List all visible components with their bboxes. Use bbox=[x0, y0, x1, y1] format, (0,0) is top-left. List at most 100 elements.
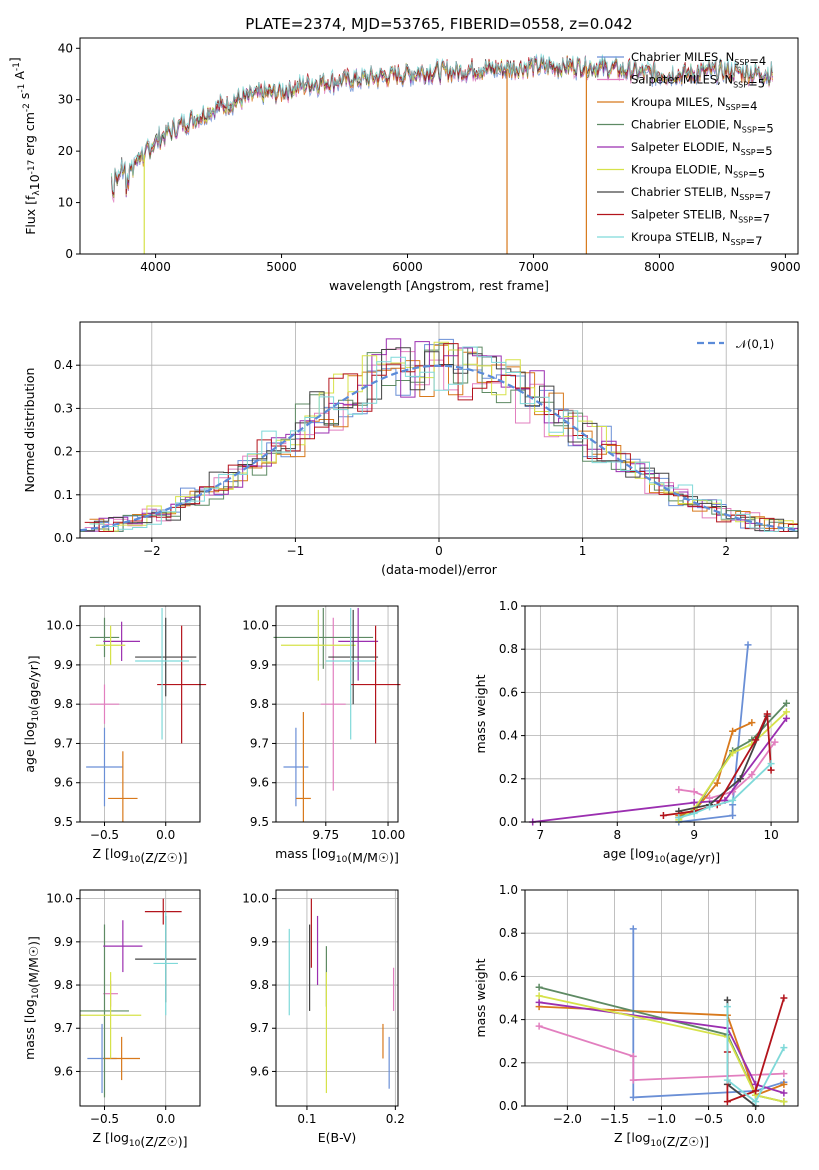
y-tick-label: 10.0 bbox=[242, 892, 269, 906]
weight-point-marker bbox=[748, 719, 756, 727]
y-tick-label: 30 bbox=[58, 93, 73, 107]
z-mass-marks bbox=[80, 898, 197, 1098]
y-tick-label: 10.0 bbox=[46, 619, 73, 633]
x-tick-label: 9.75 bbox=[312, 828, 339, 842]
x-tick-label: 2 bbox=[722, 544, 730, 558]
weight-point-marker bbox=[782, 714, 790, 722]
y-tick-label: 9.5 bbox=[54, 815, 73, 829]
y-tick-label: 10.0 bbox=[242, 619, 269, 633]
weight-series-line bbox=[726, 1006, 785, 1104]
y-tick-label: 9.8 bbox=[54, 978, 73, 992]
y-tick-label: 40 bbox=[58, 41, 73, 55]
y-tick-label: 10.0 bbox=[46, 892, 73, 906]
plot-frame bbox=[275, 605, 399, 823]
weight-point-marker bbox=[706, 794, 714, 802]
x-tick-label: 0.2 bbox=[386, 1112, 405, 1126]
histogram-series bbox=[89, 341, 798, 532]
legend-label: Salpeter ELODIE, NSSP=5 bbox=[631, 140, 773, 158]
weight-point-marker bbox=[780, 1044, 788, 1052]
y-tick-label: 0.4 bbox=[499, 729, 518, 743]
weight-series-line bbox=[538, 994, 785, 1103]
y-tick-label: 0.6 bbox=[499, 969, 518, 983]
x-axis-label: Z [log10(Z/Z☉)] bbox=[92, 1130, 187, 1149]
legend-label: Kroupa STELIB, NSSP=7 bbox=[631, 230, 762, 248]
z-age-chart: −0.5 0.0 9.5 9.6 9.7 9.8 9.9 10.0 Z [log10(Z/Z☉)… bbox=[22, 605, 207, 865]
x-tick-label: 8000 bbox=[644, 260, 675, 274]
plot-frame bbox=[79, 605, 201, 823]
x-tick-label: −0.5 bbox=[694, 1112, 723, 1126]
weight-point-marker bbox=[780, 1098, 788, 1106]
histogram-series bbox=[84, 343, 798, 532]
weight-point-marker bbox=[752, 736, 760, 744]
x-axis-label: wavelength [Angstrom, rest frame] bbox=[329, 278, 549, 293]
x-tick-label: 0.0 bbox=[746, 1112, 765, 1126]
y-tick-label: 0.8 bbox=[499, 926, 518, 940]
y-tick-label: 9.8 bbox=[250, 978, 269, 992]
z-age-marks bbox=[86, 607, 207, 822]
y-tick-label: 9.7 bbox=[54, 1021, 73, 1035]
weight-point-marker bbox=[767, 766, 775, 774]
x-tick-label: −1.5 bbox=[600, 1112, 629, 1126]
x-axis-label: mass [log10(M/M☉)] bbox=[275, 846, 399, 865]
y-tick-label: 9.9 bbox=[54, 658, 73, 672]
y-tick-label: 9.6 bbox=[54, 776, 73, 790]
legend-label: 𝒩(0,1) bbox=[736, 337, 774, 351]
spectrum-series-line bbox=[111, 53, 773, 193]
x-tick-label: 9 bbox=[690, 828, 698, 842]
y-tick-label: 0.3 bbox=[54, 401, 73, 415]
chart-title: PLATE=2374, MJD=53765, FIBERID=0558, z=0… bbox=[245, 15, 632, 33]
x-tick-label: 10.00 bbox=[371, 828, 405, 842]
y-tick-label: 0 bbox=[65, 247, 73, 261]
y-tick-label: 0.0 bbox=[54, 531, 73, 545]
y-tick-label: 9.6 bbox=[54, 1064, 73, 1078]
weight-point-marker bbox=[659, 812, 667, 820]
ebv-mass-chart: 0.1 0.2 9.6 9.7 9.8 9.9 10.0 E(B-V) bbox=[242, 889, 405, 1145]
x-tick-label: 0.0 bbox=[156, 1112, 175, 1126]
residuals-marks: 𝒩(0,1) bbox=[79, 337, 799, 532]
weight-point-marker bbox=[780, 1070, 788, 1078]
y-tick-label: 9.6 bbox=[250, 1064, 269, 1078]
y-tick-label: 1.0 bbox=[499, 599, 518, 613]
weight-point-marker bbox=[629, 1076, 637, 1084]
weight-series-line bbox=[632, 928, 785, 1099]
weight-point-marker bbox=[675, 786, 683, 794]
x-axis-label: Z [log10(Z/Z☉)] bbox=[92, 846, 187, 865]
weight-point-marker bbox=[690, 799, 698, 807]
x-axis-label: (data-model)/error bbox=[381, 562, 498, 577]
z-weight-marks bbox=[535, 925, 788, 1110]
y-tick-label: 0.6 bbox=[499, 685, 518, 699]
weight-series-line bbox=[678, 644, 749, 823]
y-axis-label: mass weight bbox=[473, 674, 488, 753]
y-tick-label: 20 bbox=[58, 144, 73, 158]
y-axis-label: Normed distribution bbox=[22, 368, 37, 493]
weight-point-marker bbox=[629, 1052, 637, 1060]
weight-point-marker bbox=[744, 641, 752, 649]
weight-point-marker bbox=[780, 1080, 788, 1088]
y-tick-label: 0.4 bbox=[54, 358, 73, 372]
plot-frame bbox=[275, 889, 399, 1107]
y-tick-label: 9.7 bbox=[54, 736, 73, 750]
y-tick-label: 0.2 bbox=[499, 772, 518, 786]
x-tick-label: −1.0 bbox=[647, 1112, 676, 1126]
weight-point-marker bbox=[763, 710, 771, 718]
y-tick-label: 0.1 bbox=[54, 488, 73, 502]
plot-frame bbox=[79, 321, 799, 539]
weight-series-line bbox=[532, 717, 788, 823]
spectrum-series-line bbox=[111, 55, 773, 195]
weight-point-marker bbox=[723, 1098, 731, 1106]
weight-point-marker bbox=[690, 788, 698, 796]
histogram-series bbox=[80, 343, 798, 532]
spectrum-marks: Chabrier MILES, NSSP=4 Salpeter MILES, NS… bbox=[111, 50, 774, 254]
age-weight-marks bbox=[529, 641, 790, 826]
weight-series-line bbox=[538, 1025, 784, 1082]
weight-point-marker bbox=[752, 1087, 760, 1095]
y-tick-label: 0.4 bbox=[499, 1013, 518, 1027]
z-weight-chart: −2.0 −1.5 −1.0 −0.5 0.0 0.0 0.2 0.4 0.6 0.8 1.0 Z [… bbox=[473, 883, 799, 1149]
legend-label: Salpeter STELIB, NSSP=7 bbox=[631, 208, 770, 226]
legend-label: Kroupa MILES, NSSP=4 bbox=[631, 95, 757, 113]
x-tick-label: 1 bbox=[579, 544, 587, 558]
y-axis-label: mass weight bbox=[473, 958, 488, 1037]
z-mass-chart: −0.5 0.0 9.6 9.7 9.8 9.9 10.0 Z [log10(Z/Z☉)] ma… bbox=[22, 889, 201, 1149]
x-tick-label: −1 bbox=[287, 544, 305, 558]
